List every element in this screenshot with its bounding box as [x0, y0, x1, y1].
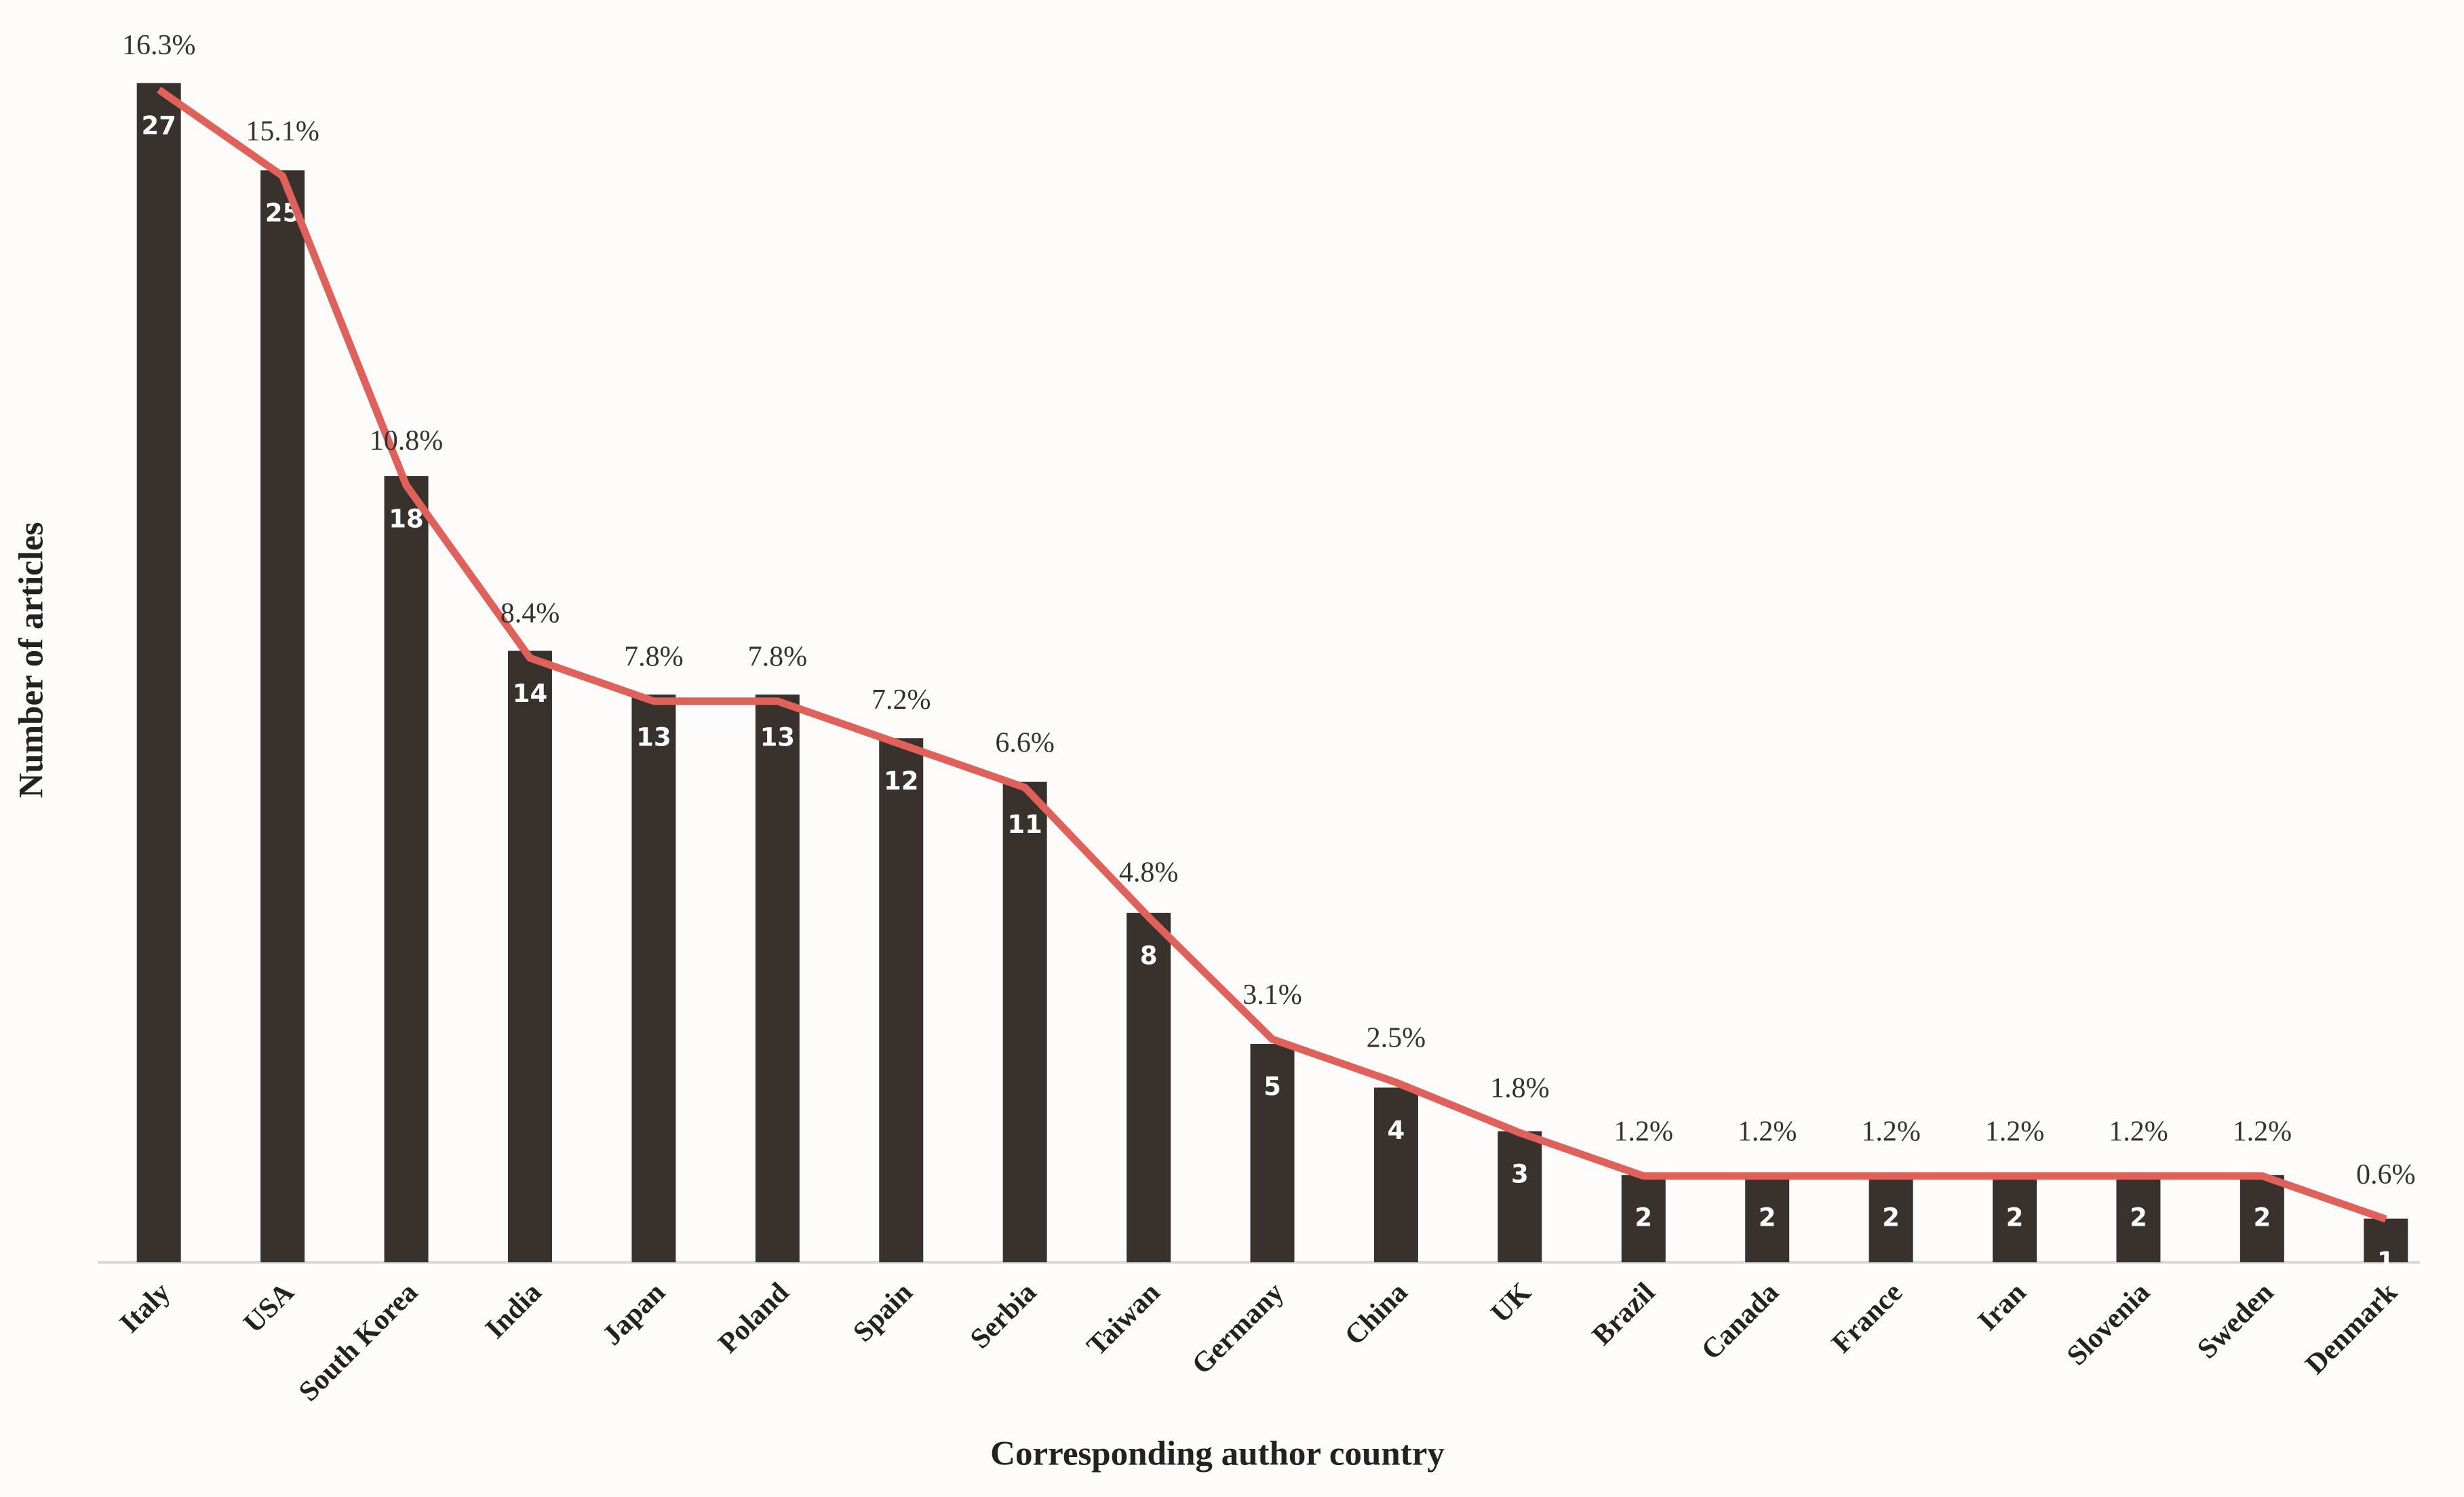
line-value-label: 7.8%	[624, 641, 684, 672]
bar	[2116, 1175, 2161, 1262]
x-axis-title: Corresponding author country	[990, 1435, 1445, 1473]
line-value-label: 1.2%	[2109, 1116, 2168, 1147]
line-value-label: 1.2%	[2233, 1116, 2292, 1147]
bar-value-label: 27	[141, 111, 176, 140]
line-value-label: 6.6%	[995, 728, 1055, 759]
bar	[1993, 1175, 2037, 1262]
line-value-label: 7.2%	[872, 684, 931, 716]
bar-value-label: 2	[2130, 1203, 2147, 1232]
bar-value-label: 18	[389, 504, 424, 533]
bar-value-label: 8	[1140, 941, 1158, 970]
bar	[631, 694, 676, 1262]
bar	[384, 475, 429, 1262]
bar-value-label: 2	[2253, 1203, 2271, 1232]
bar-value-label: 2	[1635, 1203, 1652, 1232]
bar-value-label: 11	[1007, 810, 1042, 839]
bar	[136, 83, 181, 1263]
bar	[1250, 1044, 1295, 1262]
bar-value-label: 14	[513, 679, 548, 708]
y-axis-title: Number of articles	[13, 522, 51, 798]
bar-value-label: 1	[2377, 1247, 2395, 1276]
bar	[2240, 1175, 2284, 1262]
bar-value-label: 13	[760, 722, 796, 752]
line-value-label: 1.2%	[1861, 1116, 1921, 1147]
line-value-label: 7.8%	[748, 641, 808, 672]
line-value-label: 10.8%	[370, 425, 444, 456]
line-value-label: 1.2%	[1738, 1116, 1797, 1147]
line-value-label: 1.2%	[1985, 1116, 2045, 1147]
bar	[1621, 1175, 1666, 1262]
line-value-label: 8.4%	[501, 598, 560, 629]
line-value-label: 16.3%	[122, 30, 196, 61]
line-value-label: 15.1%	[246, 116, 319, 147]
bar-value-label: 5	[1264, 1072, 1281, 1102]
bar-value-label: 13	[636, 722, 671, 752]
bar-value-label: 2	[2006, 1203, 2024, 1232]
line-value-label: 0.6%	[2356, 1159, 2416, 1190]
bar-value-label: 4	[1388, 1116, 1405, 1145]
bar	[1745, 1175, 1790, 1262]
bar-value-label: 2	[1759, 1203, 1776, 1232]
line-value-label: 4.8%	[1119, 857, 1179, 889]
bar	[1498, 1131, 1542, 1262]
line-value-label: 3.1%	[1243, 979, 1302, 1011]
bar	[1002, 781, 1047, 1262]
line-value-label: 2.5%	[1367, 1022, 1426, 1053]
bar	[1869, 1175, 1913, 1262]
line-value-label: 1.8%	[1490, 1073, 1550, 1104]
line	[157, 86, 2387, 1223]
bar	[755, 694, 800, 1262]
bar-value-label: 2	[1882, 1203, 1900, 1232]
bar	[507, 650, 552, 1262]
bar-value-label: 3	[1511, 1159, 1529, 1188]
line-value-label: 1.2%	[1614, 1116, 1674, 1147]
bar	[879, 738, 924, 1262]
bar	[260, 170, 305, 1262]
bar-value-label: 12	[884, 766, 919, 796]
bar	[2364, 1218, 2408, 1262]
bar	[1127, 912, 1171, 1262]
bar	[1373, 1087, 1418, 1262]
